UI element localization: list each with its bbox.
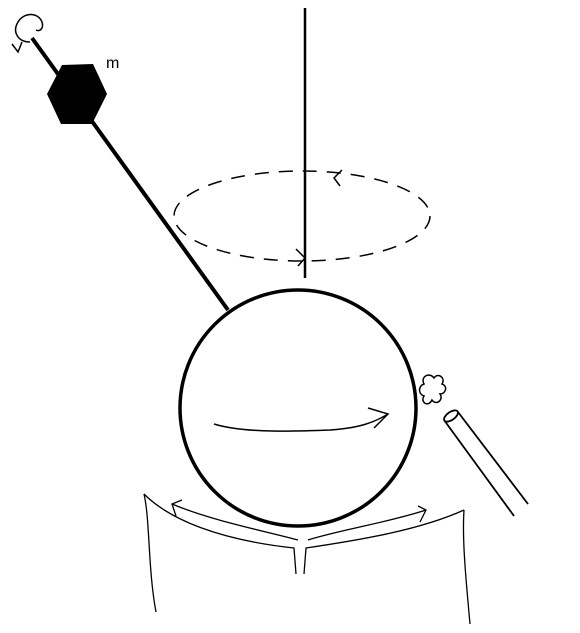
spin-arrowhead [367,407,390,429]
airflow-arrows [171,499,427,541]
rotor-circle [178,288,418,528]
curved-arrow-icon [11,13,44,54]
spray-puff-icon [418,374,447,405]
precession-arrowhead-top [333,169,343,187]
mass-label: m [106,55,119,72]
spin-arrow [213,413,389,432]
nozzle-icon [443,409,529,517]
hexagon-mass [47,64,107,124]
stand [143,493,471,625]
precession-path [173,170,431,262]
precession-arrowhead-bottom [295,248,307,267]
